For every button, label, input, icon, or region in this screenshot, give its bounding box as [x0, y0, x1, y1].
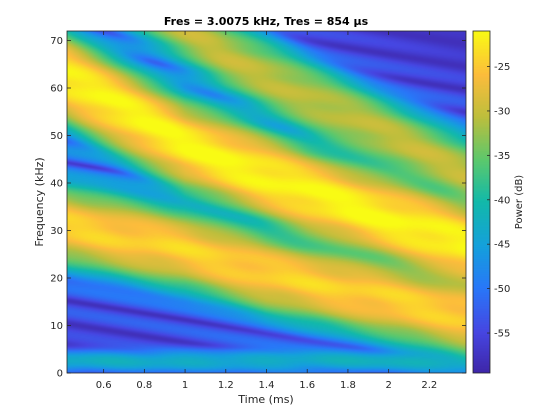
- x-tick-label: 0.6: [96, 380, 112, 391]
- colorbar-tick-label: -25: [494, 62, 510, 73]
- colorbar-ticks: -25 -30 -35 -40 -45 -50 -55: [487, 62, 510, 340]
- plot-area: [66, 30, 467, 374]
- y-tick-label: 60: [50, 84, 63, 95]
- colorbar-tick-label: -35: [494, 151, 510, 162]
- x-tick-label: 1.6: [299, 380, 315, 391]
- x-tick-label: 2: [385, 380, 391, 391]
- colorbar-frame: [472, 30, 491, 374]
- colorbar-tick-label: -45: [494, 240, 510, 251]
- x-tick-label: 1: [182, 380, 188, 391]
- x-axis: 0.6 0.8 1 1.2 1.4 1.6 1.8 2 2.2: [96, 31, 437, 391]
- colorbar: -25 -30 -35 -40 -45 -50 -55 Power (dB): [472, 30, 525, 374]
- x-tick-label: 0.8: [136, 380, 152, 391]
- y-tick-label: 20: [50, 274, 63, 285]
- y-axis: 0 10 20 30 40 50 60 70: [50, 36, 466, 380]
- y-tick-label: 70: [50, 36, 63, 47]
- heatmap-image: [67, 31, 466, 373]
- y-tick-label: 0: [57, 369, 63, 380]
- chart-title: Fres = 3.0075 kHz, Tres = 854 µs: [164, 15, 369, 28]
- colorbar-tick-label: -30: [494, 106, 510, 117]
- y-axis-label: Frequency (kHz): [33, 157, 46, 246]
- x-tick-label: 1.8: [340, 380, 356, 391]
- x-tick-label: 1.2: [218, 380, 234, 391]
- colorbar-gradient: [473, 31, 490, 373]
- y-tick-label: 10: [50, 321, 63, 332]
- x-axis-label: Time (ms): [237, 393, 293, 406]
- x-tick-label: 2.2: [421, 380, 437, 391]
- y-tick-label: 40: [50, 179, 63, 190]
- colorbar-tick-label: -40: [494, 195, 510, 206]
- y-tick-label: 30: [50, 226, 63, 237]
- colorbar-tick-label: -50: [494, 284, 510, 295]
- x-tick-label: 1.4: [259, 380, 275, 391]
- colorbar-tick-label: -55: [494, 329, 510, 340]
- y-tick-label: 50: [50, 131, 63, 142]
- colorbar-label: Power (dB): [514, 175, 525, 230]
